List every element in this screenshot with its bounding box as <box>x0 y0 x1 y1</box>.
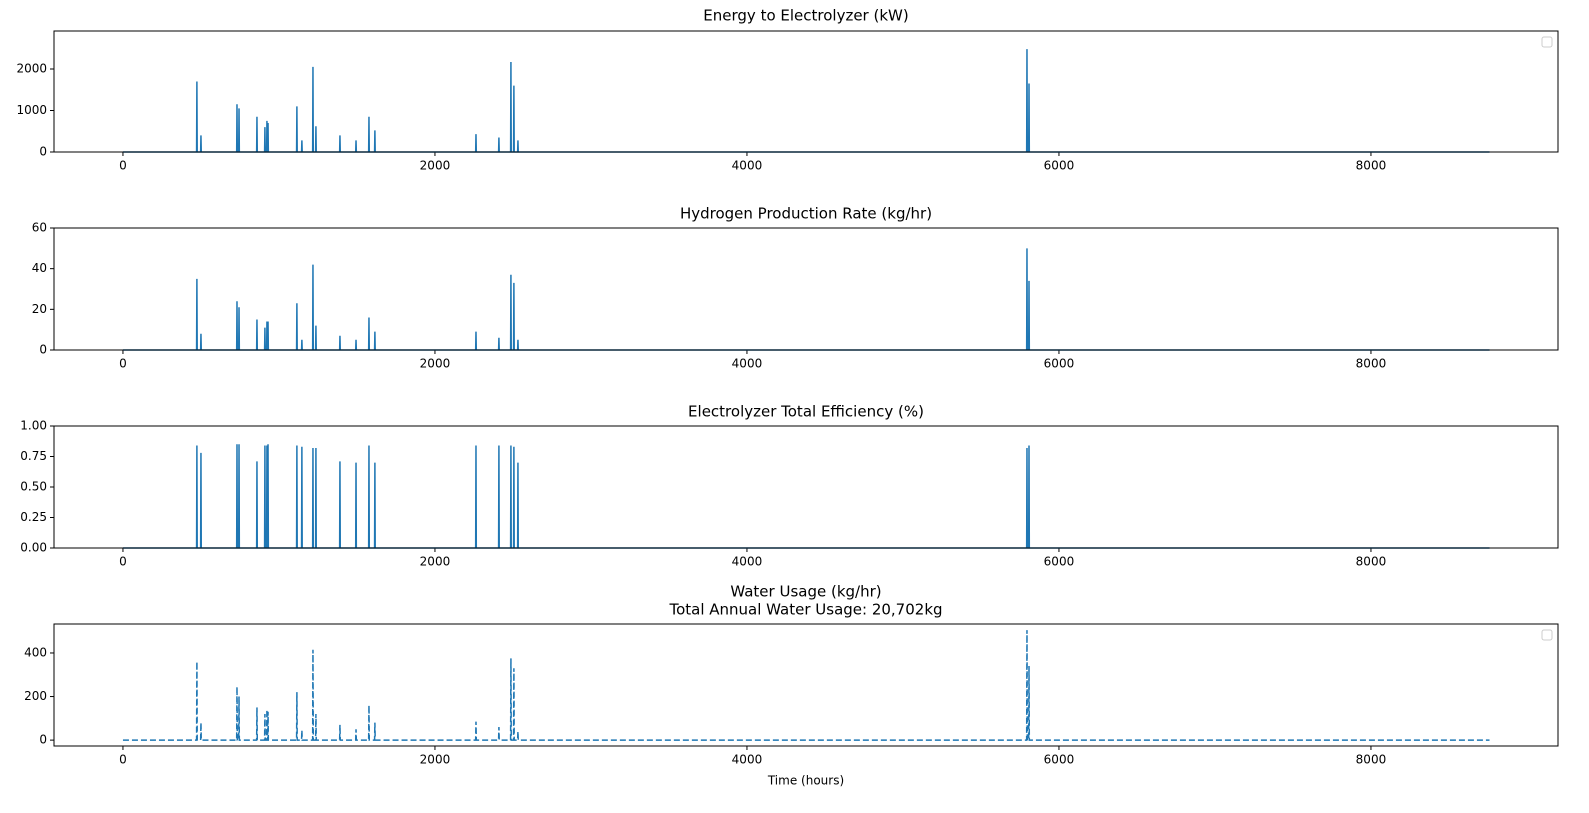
data-line <box>122 248 1490 351</box>
x-tick-label: 2000 <box>420 357 451 371</box>
chart-title: Energy to Electrolyzer (kW) <box>703 7 908 25</box>
y-tick-label: 0 <box>39 343 47 357</box>
data-line <box>122 444 1490 549</box>
x-tick-label: 4000 <box>732 753 763 767</box>
y-tick-label: 0.75 <box>20 449 47 463</box>
x-tick-label: 0 <box>119 753 127 767</box>
axes-frame <box>53 425 1559 549</box>
x-tick-label: 6000 <box>1044 159 1075 173</box>
axes-frame <box>53 227 1559 351</box>
y-tick-label: 0.25 <box>20 510 47 524</box>
data-line <box>122 49 1490 153</box>
x-tick-label: 2000 <box>420 159 451 173</box>
x-tick-label: 8000 <box>1356 357 1387 371</box>
legend-box <box>1541 629 1553 641</box>
x-tick-label: 8000 <box>1356 753 1387 767</box>
x-tick-label: 2000 <box>420 555 451 569</box>
x-tick-label: 4000 <box>732 555 763 569</box>
chart-subtitle: Total Annual Water Usage: 20,702kg <box>668 601 942 619</box>
x-tick-label: 4000 <box>732 159 763 173</box>
y-tick-label: 0 <box>39 145 47 159</box>
y-tick-label: 1000 <box>16 103 47 117</box>
x-tick-label: 8000 <box>1356 555 1387 569</box>
y-tick-label: 0.00 <box>20 541 47 555</box>
y-tick-label: 40 <box>32 261 47 275</box>
axes-frame <box>53 623 1559 747</box>
x-tick-label: 6000 <box>1044 555 1075 569</box>
x-tick-label: 2000 <box>420 753 451 767</box>
y-tick-label: 400 <box>24 645 47 659</box>
y-tick-label: 1.00 <box>20 419 47 433</box>
x-tick-label: 6000 <box>1044 753 1075 767</box>
data-line <box>122 630 1490 741</box>
x-tick-label: 0 <box>119 357 127 371</box>
x-tick-label: 6000 <box>1044 357 1075 371</box>
y-tick-label: 20 <box>32 302 47 316</box>
y-tick-label: 60 <box>32 221 47 235</box>
y-tick-label: 200 <box>24 689 47 703</box>
x-tick-label: 0 <box>119 159 127 173</box>
chart-title: Water Usage (kg/hr) <box>730 583 881 601</box>
x-axis-label: Time (hours) <box>767 774 844 788</box>
chart-title: Electrolyzer Total Efficiency (%) <box>688 403 924 421</box>
legend-box <box>1541 36 1553 48</box>
chart-title: Hydrogen Production Rate (kg/hr) <box>680 205 932 223</box>
x-tick-label: 4000 <box>732 357 763 371</box>
axes-frame <box>53 30 1559 153</box>
x-tick-label: 0 <box>119 555 127 569</box>
y-tick-label: 2000 <box>16 62 47 76</box>
x-tick-label: 8000 <box>1356 159 1387 173</box>
y-tick-label: 0.50 <box>20 480 47 494</box>
y-tick-label: 0 <box>39 733 47 747</box>
